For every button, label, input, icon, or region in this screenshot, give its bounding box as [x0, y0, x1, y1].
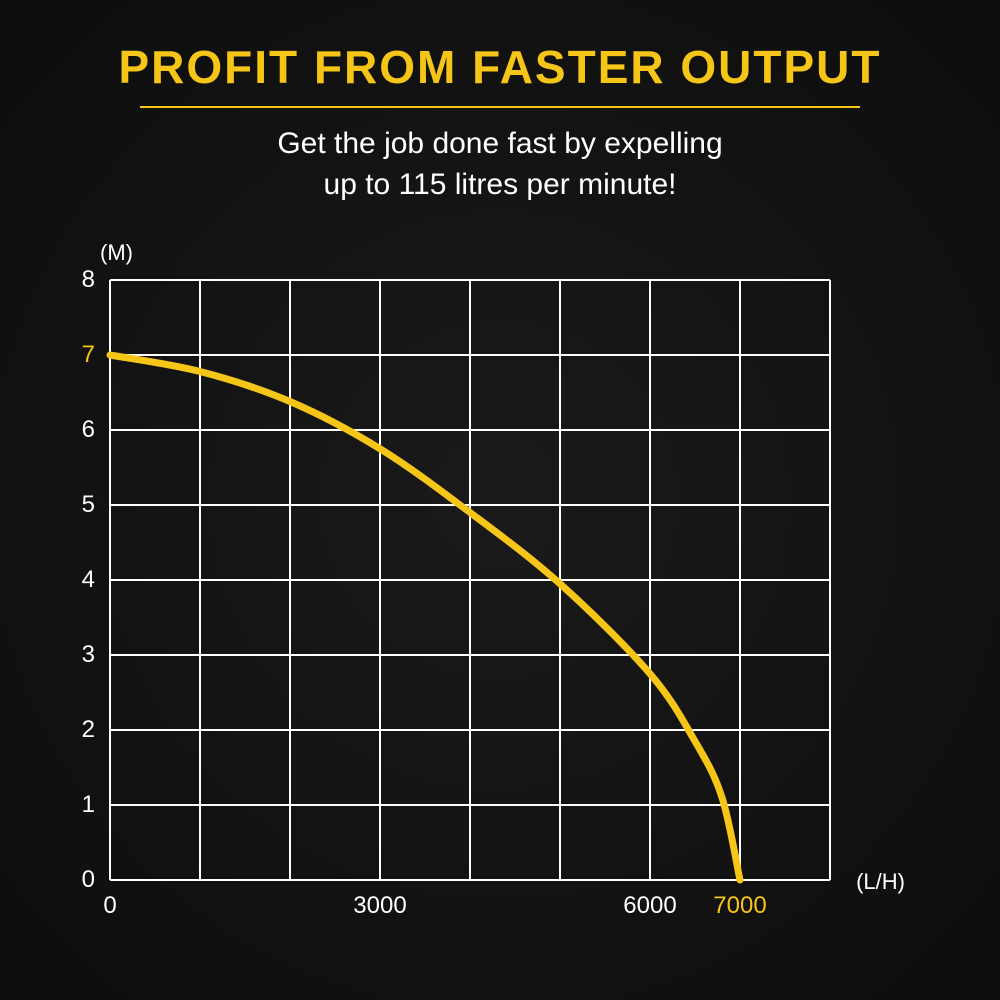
y-tick-label: 3 — [55, 641, 95, 669]
header: PROFIT FROM FASTER OUTPUT Get the job do… — [0, 0, 1000, 205]
subtitle: Get the job done fast by expelling up to… — [0, 124, 1000, 205]
x-tick-label: 3000 — [353, 892, 406, 920]
y-axis-unit: (M) — [100, 240, 133, 266]
x-tick-label: 6000 — [623, 892, 676, 920]
y-tick-label: 4 — [55, 566, 95, 594]
y-tick-label: 0 — [55, 866, 95, 894]
subtitle-line-1: Get the job done fast by expelling — [277, 127, 722, 160]
page-title: PROFIT FROM FASTER OUTPUT — [0, 40, 1000, 94]
y-tick-label: 6 — [55, 416, 95, 444]
x-tick-label: 0 — [103, 892, 116, 920]
y-tick-label: 5 — [55, 491, 95, 519]
chart-container: (M) 0123456780300060007000 (L/H) — [110, 280, 830, 880]
subtitle-line-2: up to 115 litres per minute! — [324, 168, 677, 201]
chart-grid: 0123456780300060007000 — [110, 280, 830, 880]
y-tick-label: 8 — [55, 266, 95, 294]
y-tick-label: 2 — [55, 716, 95, 744]
performance-curve — [110, 355, 740, 880]
y-tick-label: 1 — [55, 791, 95, 819]
x-axis-unit: (L/H) — [856, 869, 905, 895]
title-underline — [140, 106, 860, 108]
chart-svg — [110, 280, 830, 880]
x-tick-label: 7000 — [713, 892, 766, 920]
y-tick-label: 7 — [55, 341, 95, 369]
